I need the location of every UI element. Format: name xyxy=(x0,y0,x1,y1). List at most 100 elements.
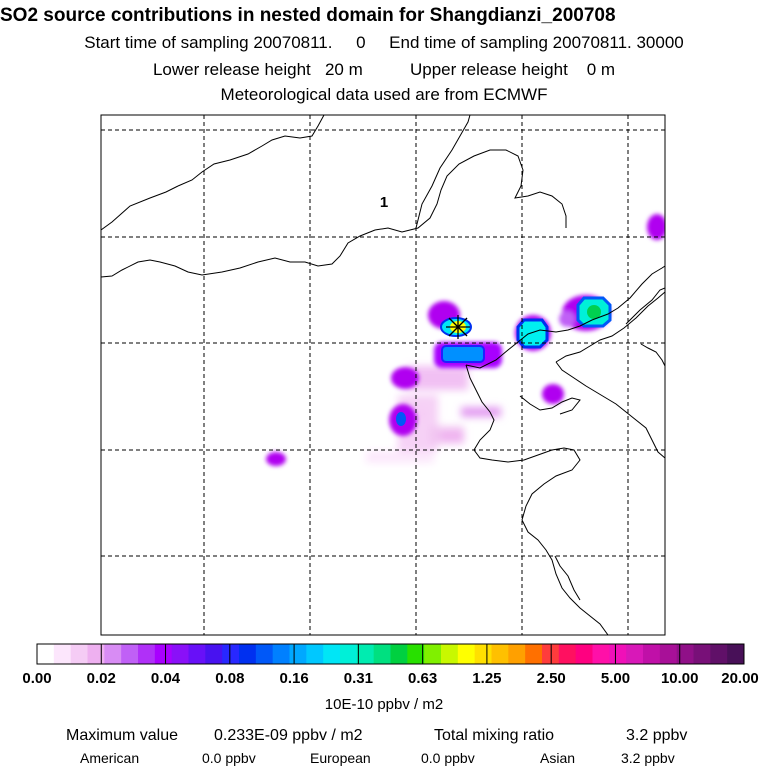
colorbar-cell xyxy=(87,644,105,664)
plume-purple-layer xyxy=(266,214,665,466)
northwest-border xyxy=(177,115,325,187)
colorbar-cell xyxy=(710,644,728,664)
max-value: 0.233E-09 ppbv / m2 xyxy=(214,727,363,744)
sampling-times: Start time of sampling 20070811. 0 End t… xyxy=(0,34,768,51)
plume-faint-layer xyxy=(366,366,501,463)
plume-qinhuangdao-tail xyxy=(559,311,575,327)
asian-value: 3.2 ppbv xyxy=(621,750,675,766)
colorbar-cell xyxy=(390,644,408,664)
colorbar-cell xyxy=(542,644,560,664)
receptor-star-icon xyxy=(446,315,470,339)
colorbar-frame xyxy=(36,643,745,665)
colorbar-cell xyxy=(340,644,358,664)
total-label: Total mixing ratio xyxy=(434,727,555,744)
max-label: Maximum value xyxy=(66,727,179,744)
colorbar-cell xyxy=(508,644,526,664)
colorbar-cell xyxy=(525,644,543,664)
lower-release-label: Lower release height xyxy=(152,60,311,79)
colorbar-cell xyxy=(626,644,644,664)
start-time-label: Start time of sampling xyxy=(84,33,249,52)
plume-far-west-purple xyxy=(266,452,286,466)
colorbar-tick-label: 0.00 xyxy=(22,670,52,687)
colorbar-cell xyxy=(121,644,139,664)
plume-core-layer xyxy=(396,296,612,426)
colorbar-cell xyxy=(575,644,593,664)
colorbar-cell xyxy=(693,644,711,664)
units-label: 10E-10 ppbv / m2 xyxy=(324,696,444,713)
start-time-value: 20070811. 0 xyxy=(253,33,366,52)
map-frame xyxy=(100,114,666,636)
colorbar-tick-label: 0.02 xyxy=(86,670,116,687)
colorbar-cell xyxy=(272,644,290,664)
plume-bohai-purple xyxy=(542,384,564,404)
colorbar-cell xyxy=(239,644,257,664)
meteo-source: Meteorological data used are from ECMWF xyxy=(220,85,548,104)
colorbar-cell xyxy=(441,644,459,664)
upper-release-value: 0 m xyxy=(586,60,616,79)
colorbar-cell xyxy=(37,644,55,664)
graticule xyxy=(101,115,665,635)
colorbar-tick-label: 1.25 xyxy=(472,670,502,687)
northern-border xyxy=(101,149,567,278)
colorbar xyxy=(37,644,745,664)
colorbar-tick-label: 0.04 xyxy=(150,670,181,687)
colorbar-cell xyxy=(373,644,391,664)
central-border xyxy=(415,115,471,229)
colorbar-cell xyxy=(53,644,72,664)
total-value: 3.2 ppbv xyxy=(626,727,688,744)
bohai-inner-coast xyxy=(519,395,581,415)
european-value: 0.0 ppbv xyxy=(421,750,475,766)
colorbar-cell xyxy=(407,644,425,664)
release-heights: Lower release height 20 m Upper release … xyxy=(0,61,768,78)
colorbar-tick-label: 20.00 xyxy=(721,670,759,687)
colorbar-cell xyxy=(676,644,694,664)
colorbar-cell xyxy=(424,644,442,664)
colorbar-tick-label: 0.63 xyxy=(408,670,438,687)
colorbar-cell xyxy=(457,644,476,664)
region-label: 1 xyxy=(380,194,388,211)
shandong-coast xyxy=(465,364,609,635)
colorbar-tick-label: 0.08 xyxy=(215,670,245,687)
colorbar-cell xyxy=(205,644,223,664)
map-content: 1 xyxy=(101,115,665,635)
plume-tangshan-core xyxy=(516,318,549,349)
colorbar-cell xyxy=(659,644,678,664)
west-border xyxy=(101,185,179,231)
colorbar-cell xyxy=(592,644,610,664)
colorbar-tick-label: 0.31 xyxy=(343,670,373,687)
colorbar-tick-label: 10.00 xyxy=(660,670,699,687)
end-time-value: 20070811. 30000 xyxy=(552,33,684,52)
plume-faint-5 xyxy=(366,451,434,463)
colorbar-tick-label: 2.50 xyxy=(536,670,566,687)
colorbar-cell xyxy=(154,644,173,664)
colorbar-cell xyxy=(188,644,206,664)
plume-faint-4 xyxy=(408,409,428,419)
liaodong-south-coast xyxy=(555,361,665,459)
colorbar-tick-label: 0.16 xyxy=(279,670,309,687)
american-label: American xyxy=(80,750,140,766)
american-value: 0.0 ppbv xyxy=(202,750,256,766)
colorbar-cell xyxy=(255,644,274,664)
plume-northeast-purple xyxy=(647,214,665,240)
plume-west-purple xyxy=(391,367,419,389)
korea-coast xyxy=(640,343,665,367)
plume-south-core xyxy=(396,412,406,426)
coastlines xyxy=(101,115,665,635)
colorbar-cell xyxy=(356,644,375,664)
plume-tianjin-core xyxy=(441,345,485,363)
upper-release-label: Upper release height xyxy=(409,60,568,79)
colorbar-cell xyxy=(222,644,240,664)
asian-label: Asian xyxy=(540,750,576,766)
colorbar-cell xyxy=(474,644,492,664)
colorbar-cell xyxy=(323,644,341,664)
colorbar-cell xyxy=(609,644,627,664)
colorbar-cell xyxy=(104,644,122,664)
colorbar-dividers xyxy=(100,644,681,664)
colorbar-cell xyxy=(727,644,745,664)
chart-title: SO2 source contributions in nested domai… xyxy=(0,5,616,26)
colorbar-cell xyxy=(138,644,156,664)
yellow-sea-coast xyxy=(554,555,581,601)
colorbar-tick-label: 5.00 xyxy=(600,670,631,687)
plume-qinhuangdao-green xyxy=(587,305,601,319)
